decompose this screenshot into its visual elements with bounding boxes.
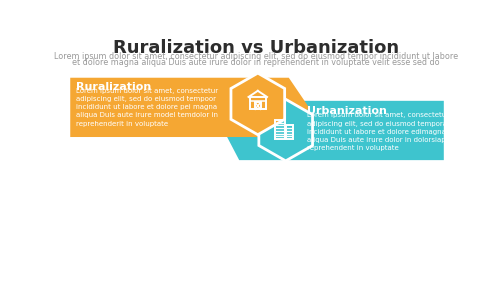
Polygon shape [259,99,312,161]
Text: Ruralization vs Urbanization: Ruralization vs Urbanization [113,39,400,57]
Text: et dolore magna aliqua Duis aute irure dolor in reprehenderit in voluptate velit: et dolore magna aliqua Duis aute irure d… [72,58,440,67]
Text: Lorem ipsum dolor sit amet, consectetur
adipiscing elit, sed do eiusmod tempoor
: Lorem ipsum dolor sit amet, consectetur … [76,88,219,127]
Text: Lorem ipsum dolor sit amet, consectetur adipiscing elit, sed do eiusmod tempor i: Lorem ipsum dolor sit amet, consectetur … [54,52,458,61]
Polygon shape [70,78,309,137]
Bar [250,97,266,109]
Polygon shape [224,101,444,160]
Text: Lorem ipsum dolor sit amet, consectetur
adipiscing elit, sed do eiusmod tempora
: Lorem ipsum dolor sit amet, consectetur … [306,113,449,151]
Bar [255,102,260,109]
Text: Ruralization: Ruralization [76,81,152,92]
Polygon shape [231,73,284,135]
Bar [286,125,292,138]
Bar [275,120,285,138]
Text: Urbanization: Urbanization [306,106,386,116]
